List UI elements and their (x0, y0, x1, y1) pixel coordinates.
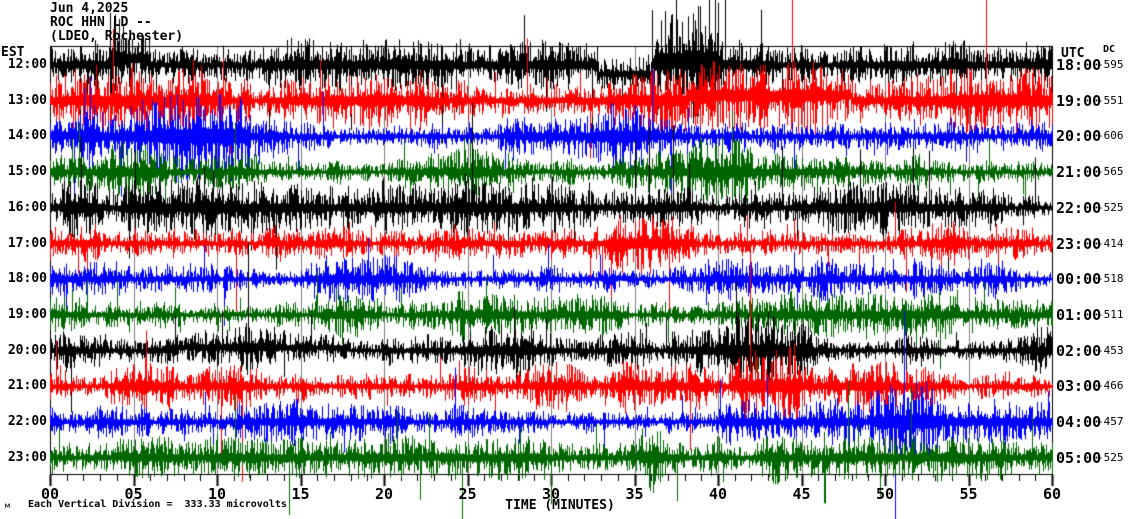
location-line: (LDEO, Rochester) (50, 29, 184, 44)
est-time-label: 16:00 (7, 199, 47, 215)
x-tick-label: 40 (708, 485, 728, 503)
est-time-label: 18:00 (7, 271, 47, 287)
dc-value: -453 (1097, 343, 1124, 357)
utc-time-label: 02:00 (1056, 341, 1102, 360)
x-tick-label: 55 (959, 485, 978, 503)
dc-value: -511 (1097, 307, 1124, 321)
x-tick-label: 20 (374, 485, 394, 503)
vertical-division-note: Each Vertical Division = 333.33 microvol… (28, 499, 287, 510)
utc-time-label: 19:00 (1056, 91, 1102, 110)
time-axis-label: TIME (MINUTES) (505, 498, 615, 513)
dc-value: -565 (1097, 165, 1124, 179)
x-tick-label: 60 (1042, 485, 1062, 503)
dc-value: -606 (1097, 129, 1124, 143)
utc-time-label: 23:00 (1056, 234, 1102, 253)
dc-value: -457 (1097, 415, 1124, 428)
x-tick-label: 25 (458, 485, 477, 503)
dc-value: -525 (1097, 200, 1124, 214)
est-time-label: 23:00 (7, 449, 47, 465)
dc-value: -525 (1097, 450, 1124, 464)
dc-value: -466 (1097, 379, 1124, 393)
x-tick-label: 15 (291, 485, 310, 503)
utc-time-label: 05:00 (1056, 448, 1102, 467)
x-tick-label: 30 (541, 485, 561, 503)
est-time-label: 17:00 (7, 235, 47, 251)
utc-time-label: 21:00 (1056, 163, 1102, 182)
x-tick-label: 35 (625, 485, 644, 503)
est-time-label: 15:00 (7, 164, 47, 180)
utc-time-label: 00:00 (1056, 270, 1102, 289)
dc-value: -518 (1097, 272, 1124, 286)
utc-time-label: 03:00 (1056, 377, 1102, 396)
date-line: Jun 4,2025 (50, 1, 129, 16)
est-axis-header: EST (1, 45, 25, 60)
est-time-label: 14:00 (7, 128, 47, 144)
dc-value: -551 (1097, 93, 1124, 107)
utc-time-label: 18:00 (1056, 56, 1102, 74)
est-time-label: 19:00 (7, 306, 47, 322)
x-tick-label: 00 (40, 485, 60, 503)
est-time-label: 20:00 (7, 342, 47, 358)
station-line: ROC HHN LD -- (50, 15, 152, 30)
x-tick-label: 05 (124, 485, 143, 503)
watermark-glyph: м (5, 501, 10, 510)
x-tick-label: 45 (792, 485, 811, 503)
utc-time-label: 22:00 (1056, 198, 1102, 217)
est-time-label: 13:00 (7, 92, 47, 108)
x-tick-label: 50 (875, 485, 895, 503)
dc-column-header: DC (1103, 44, 1116, 55)
utc-time-label: 20:00 (1056, 127, 1102, 146)
dc-value: -414 (1097, 236, 1124, 250)
est-time-label: 22:00 (7, 414, 47, 429)
dc-value: -595 (1097, 58, 1124, 71)
utc-time-label: 01:00 (1056, 305, 1102, 324)
x-tick-label: 10 (207, 485, 227, 503)
est-time-label: 21:00 (7, 378, 47, 394)
utc-axis-header: UTC (1061, 46, 1085, 61)
utc-time-label: 04:00 (1056, 413, 1102, 431)
est-time-label: 12:00 (7, 57, 47, 72)
